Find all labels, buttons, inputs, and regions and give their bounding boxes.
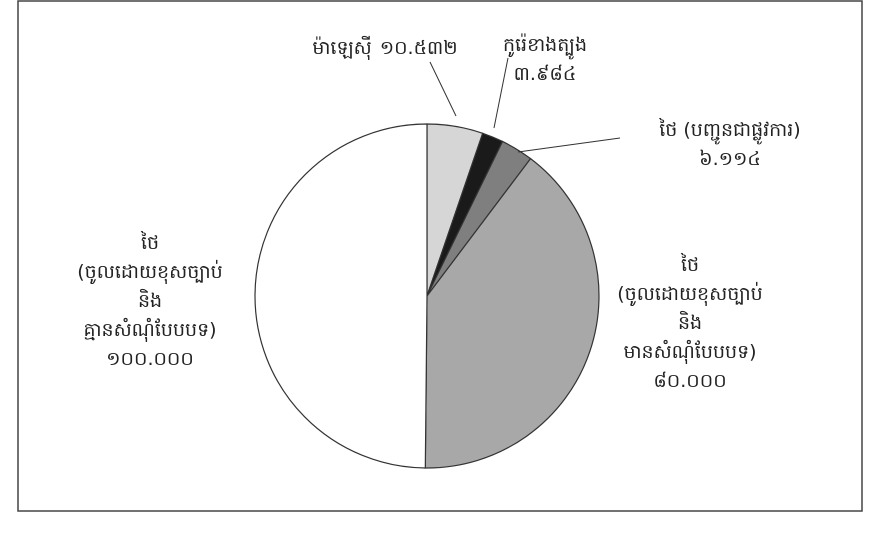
label-name: កូរ៉េខាងត្បូង bbox=[503, 33, 587, 60]
leader-line bbox=[517, 137, 621, 153]
slice-label: ថៃ (បញ្ជូនជាផ្លូវការ) ៦.១១៤ bbox=[658, 117, 800, 170]
label-name: ម៉ាឡេស៊ី bbox=[312, 35, 371, 61]
leader-line bbox=[429, 61, 457, 117]
slice-label: ថៃ (ចូលដោយខុសច្បាប់និងគ្មានសំណុំបែបបទ) ១០០… bbox=[77, 230, 222, 370]
label-name-line: មានសំណុំបែបបទ) bbox=[623, 339, 756, 365]
label-name-line: (ចូលដោយខុសច្បាប់ bbox=[77, 259, 222, 285]
slice-label: ថៃ (ចូលដោយខុសច្បាប់និងមានសំណុំបែបបទ) ៨០.០០… bbox=[617, 252, 762, 392]
value-label: ៣.៩៨៤ bbox=[514, 63, 577, 85]
slice-label: កូរ៉េខាងត្បូង៣.៩៨៤ bbox=[503, 33, 587, 85]
leader-line bbox=[493, 57, 509, 129]
label-name-line: ថៃ bbox=[140, 230, 159, 254]
pie-slice bbox=[254, 123, 428, 469]
label-name-line: និង bbox=[678, 310, 702, 334]
slice-label: ម៉ាឡេស៊ី ១០.៥៣២ bbox=[312, 35, 457, 61]
label-name-line: និង bbox=[138, 288, 162, 312]
pie-slice bbox=[424, 157, 600, 469]
label-name: ថៃ (បញ្ជូនជាផ្លូវការ) bbox=[658, 117, 800, 145]
value-label: ១០០.០០០ bbox=[106, 348, 194, 370]
frame bbox=[17, 0, 863, 512]
label-name-line: ថៃ bbox=[680, 252, 699, 276]
label-name-line: (ចូលដោយខុសច្បាប់ bbox=[617, 281, 762, 307]
value-label: ៦.១១៤ bbox=[699, 148, 761, 170]
value-label: ៨០.០០០ bbox=[653, 370, 726, 392]
label-name-line: គ្មានសំណុំបែបបទ) bbox=[83, 317, 216, 343]
value-label: ១០.៥៣២ bbox=[380, 37, 458, 59]
